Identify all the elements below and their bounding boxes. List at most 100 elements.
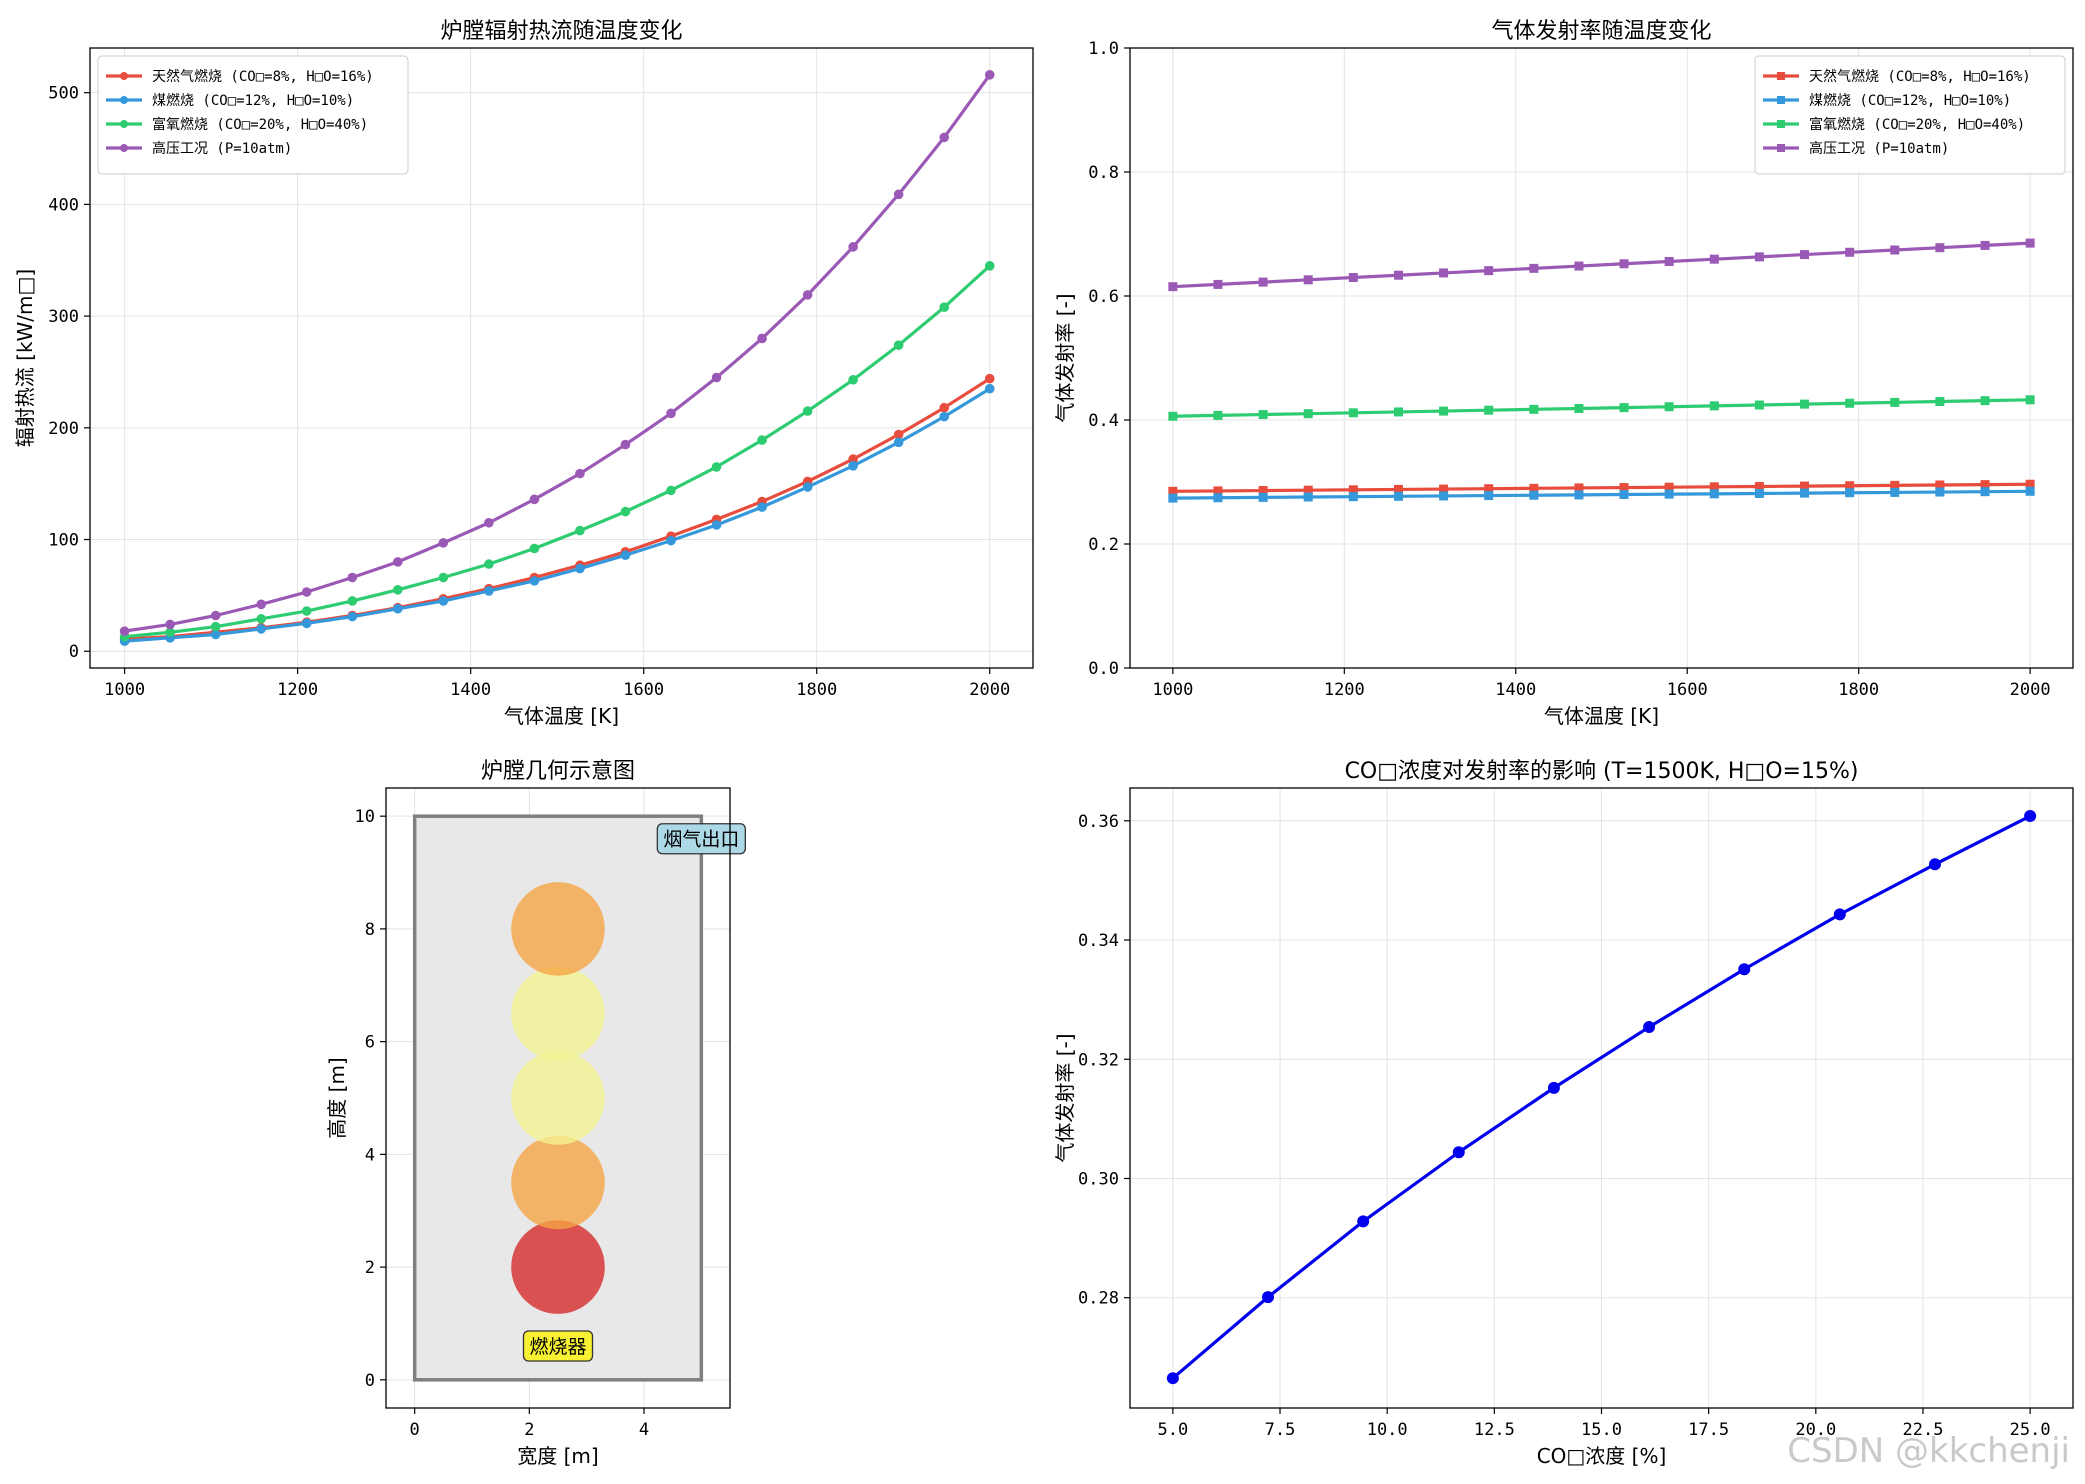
annotation-label: 燃烧器 bbox=[529, 1336, 586, 1358]
data-point bbox=[1738, 963, 1751, 976]
data-point bbox=[1303, 275, 1313, 285]
legend: 天然气燃烧 (CO□=8%, H□O=16%) 煤燃烧 (CO□=12%, H□O… bbox=[97, 55, 409, 175]
watermark-text: CSDN @kkchenji bbox=[1787, 1431, 2070, 1471]
x-tick-label: 1600 bbox=[1667, 680, 1708, 700]
data-point bbox=[2024, 810, 2037, 823]
data-point bbox=[666, 408, 676, 419]
x-tick-label: 1400 bbox=[450, 680, 491, 700]
data-point bbox=[1619, 483, 1629, 493]
data-point bbox=[1800, 481, 1810, 491]
y-tick-label: 0.8 bbox=[1088, 163, 1119, 183]
data-point bbox=[984, 70, 995, 80]
x-tick-label: 1800 bbox=[796, 680, 837, 700]
data-point bbox=[620, 550, 631, 560]
data-point bbox=[1664, 256, 1674, 266]
x-tick-label: 10.0 bbox=[1367, 1420, 1408, 1440]
data-point bbox=[1258, 486, 1268, 496]
data-point bbox=[1452, 1146, 1465, 1159]
data-point bbox=[1484, 484, 1494, 494]
data-point bbox=[1348, 408, 1358, 418]
data-point bbox=[1547, 1081, 1560, 1094]
axes-frame bbox=[385, 787, 731, 1409]
data-point bbox=[1980, 240, 1990, 250]
data-point bbox=[575, 525, 585, 536]
legend-entry: 高压工况 (P=10atm) bbox=[152, 140, 292, 157]
data-point bbox=[347, 596, 358, 606]
data-point bbox=[393, 603, 403, 614]
data-point bbox=[757, 435, 767, 445]
legend-marker bbox=[120, 96, 128, 104]
flame-zone bbox=[511, 1220, 605, 1314]
legend-entry: 高压工况 (P=10atm) bbox=[1809, 140, 1949, 157]
data-point bbox=[711, 462, 722, 472]
data-point bbox=[848, 374, 858, 385]
data-point bbox=[1845, 481, 1855, 491]
y-tick-label: 8 bbox=[365, 920, 375, 940]
flame-zone bbox=[511, 1135, 605, 1230]
data-point bbox=[1529, 263, 1539, 273]
data-point bbox=[1754, 481, 1764, 491]
data-point bbox=[1935, 397, 1945, 407]
data-point bbox=[893, 437, 904, 448]
y-tick-label: 6 bbox=[365, 1033, 375, 1053]
data-point bbox=[301, 606, 312, 616]
data-point bbox=[1262, 1291, 1275, 1304]
y-tick-label: 2 bbox=[365, 1258, 375, 1278]
series-line bbox=[1172, 241, 2031, 289]
data-point bbox=[1258, 492, 1268, 502]
data-point bbox=[1357, 1215, 1370, 1228]
data-point bbox=[893, 429, 904, 440]
data-point bbox=[1439, 268, 1449, 278]
data-point bbox=[1484, 405, 1494, 415]
legend-marker bbox=[1777, 144, 1785, 152]
legend-box bbox=[1754, 55, 2066, 175]
x-tick-label: 1200 bbox=[1324, 680, 1365, 700]
data-point bbox=[347, 611, 358, 622]
y-tick-label: 300 bbox=[48, 307, 79, 327]
annotation-box bbox=[656, 823, 746, 855]
data-point bbox=[984, 383, 995, 394]
series-line bbox=[1172, 489, 2031, 500]
series-line bbox=[124, 264, 991, 639]
data-point bbox=[1845, 247, 1855, 257]
data-point bbox=[529, 494, 540, 505]
flame-zone bbox=[511, 882, 605, 976]
data-point bbox=[620, 506, 631, 517]
chart-title: 炉膛辐射热流随温度变化 bbox=[440, 19, 682, 44]
annotation: 烟气出口 bbox=[656, 823, 746, 855]
data-point bbox=[438, 538, 449, 548]
data-point bbox=[438, 572, 449, 583]
data-point bbox=[1213, 486, 1223, 496]
y-tick-label: 0 bbox=[365, 1371, 375, 1391]
x-tick-label: 1000 bbox=[104, 680, 145, 700]
data-point bbox=[1890, 245, 1900, 255]
y-tick-label: 0.36 bbox=[1078, 812, 1119, 832]
data-point bbox=[1619, 259, 1629, 269]
data-point bbox=[1754, 400, 1764, 410]
legend-entry: 煤燃烧 (CO□=12%, H□O=10%) bbox=[152, 92, 354, 109]
data-point bbox=[1529, 490, 1539, 500]
data-point bbox=[1303, 409, 1313, 419]
axes-frame bbox=[89, 47, 1034, 669]
x-tick-label: 2 bbox=[524, 1420, 534, 1440]
data-point bbox=[1845, 488, 1855, 498]
y-axis-label: 辐射热流 [kW/m□] bbox=[13, 269, 37, 447]
x-tick-label: 2000 bbox=[2010, 680, 2051, 700]
data-point bbox=[1664, 482, 1674, 492]
chart-title: 气体发射率随温度变化 bbox=[1491, 19, 1711, 44]
legend-marker bbox=[120, 144, 128, 152]
data-point bbox=[620, 439, 631, 450]
data-point bbox=[347, 572, 358, 583]
y-tick-label: 0.4 bbox=[1088, 411, 1119, 431]
x-tick-label: 20.0 bbox=[1795, 1420, 1836, 1440]
data-point bbox=[484, 586, 494, 596]
data-point bbox=[1258, 410, 1268, 420]
data-point bbox=[1754, 488, 1764, 498]
data-point bbox=[1213, 279, 1223, 289]
data-point bbox=[1664, 489, 1674, 499]
data-point bbox=[2025, 238, 2035, 248]
series-line bbox=[1172, 482, 2031, 493]
x-tick-label: 17.5 bbox=[1688, 1420, 1729, 1440]
data-point bbox=[1303, 485, 1313, 495]
